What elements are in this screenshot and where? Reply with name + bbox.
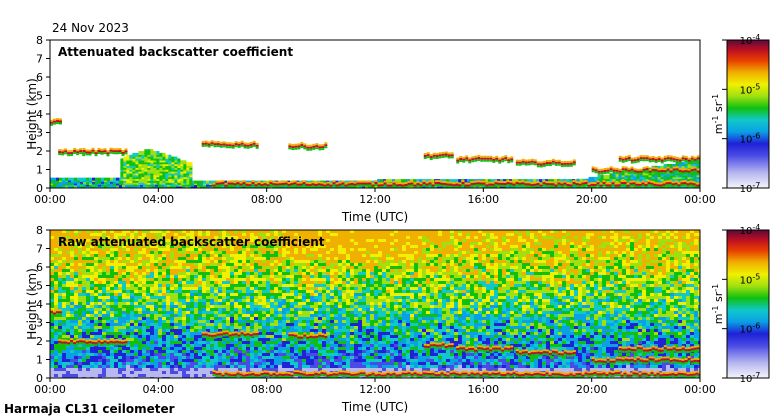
- cloud-layer: [82, 147, 128, 157]
- x-tick-label: 00:00: [34, 383, 66, 396]
- x-tick-label: 20:00: [576, 193, 608, 206]
- y-tick-label: 1: [36, 164, 43, 177]
- panel2-x-axis: 00:00 04:00 08:00 12:00 16:00 20:00 00:00: [34, 378, 716, 396]
- panel2-title: Raw attenuated backscatter coefficient: [58, 235, 325, 249]
- panel2-colorbar-label: m-1 sr-1: [711, 284, 725, 324]
- y-tick-label: 4: [36, 108, 43, 121]
- x-tick-label: 08:00: [251, 383, 283, 396]
- panel1-colorbar-label: m-1 sr-1: [711, 94, 725, 134]
- cloud-layer: [591, 166, 700, 175]
- cloud-layer: [212, 370, 700, 378]
- y-tick-label: 0: [36, 182, 43, 195]
- cloud-layer: [50, 118, 62, 126]
- cloud-layer: [515, 348, 576, 358]
- x-tick-label: 12:00: [359, 383, 391, 396]
- panel-attenuated: Attenuated backscatter coefficient 0 1 2 3 4…: [25, 33, 770, 224]
- y-tick-label: 7: [36, 53, 43, 66]
- date-label: 24 Nov 2023: [52, 21, 129, 35]
- y-tick-label: 1: [36, 354, 43, 367]
- colorbar-tick-label: 10-7: [740, 181, 761, 195]
- y-tick-label: 6: [36, 71, 43, 84]
- panel1-xlabel: Time (UTC): [341, 210, 408, 224]
- colorbar-tick-label: 10-7: [740, 371, 761, 385]
- cloud-layer: [201, 140, 259, 149]
- cloud-layer: [618, 155, 700, 164]
- y-tick-label: 8: [36, 224, 43, 237]
- cloud-layer: [288, 142, 328, 151]
- cloud-layer: [515, 158, 576, 168]
- y-tick-label: 4: [36, 298, 43, 311]
- panel1-x-axis: 00:00 04:00 08:00 12:00 16:00 20:00 00:00: [34, 188, 716, 206]
- cloud-layer: [456, 155, 514, 164]
- panel2-y-axis: 0 1 2 3 4 5 6 7 8: [36, 224, 50, 385]
- y-tick-label: 8: [36, 34, 43, 47]
- x-tick-label: 00:00: [684, 383, 716, 396]
- y-tick-label: 0: [36, 372, 43, 385]
- y-tick-label: 5: [36, 90, 43, 103]
- cloud-layer: [423, 151, 454, 161]
- y-tick-label: 2: [36, 335, 43, 348]
- x-tick-label: 00:00: [34, 193, 66, 206]
- panel2-colorbar-ticks: 10-710-610-510-4: [722, 223, 760, 385]
- y-tick-label: 2: [36, 145, 43, 158]
- panel1-heatmap: [50, 40, 700, 188]
- panel2-ylabel: Height (km): [25, 268, 39, 339]
- x-tick-label: 04:00: [142, 383, 174, 396]
- y-tick-label: 3: [36, 317, 43, 330]
- x-tick-label: 00:00: [684, 193, 716, 206]
- panel2-heatmap: [50, 230, 700, 378]
- cloud-layer: [456, 345, 514, 354]
- panel1-y-axis: 0 1 2 3 4 5 6 7 8: [36, 34, 50, 195]
- y-tick-label: 5: [36, 280, 43, 293]
- cloud-layer: [212, 180, 700, 188]
- cloud-layer: [618, 345, 700, 354]
- y-tick-label: 6: [36, 261, 43, 274]
- panel-raw: Raw attenuated backscatter coefficient 0…: [25, 223, 770, 414]
- cloud-layer: [201, 330, 259, 339]
- panel2-xlabel: Time (UTC): [341, 400, 408, 414]
- cloud-layer: [82, 338, 128, 347]
- x-tick-label: 04:00: [142, 193, 174, 206]
- cloud-layer: [591, 356, 700, 365]
- panel1-colorbar: [726, 39, 770, 189]
- x-tick-label: 16:00: [467, 383, 499, 396]
- cloud-layer: [50, 308, 62, 317]
- x-tick-label: 20:00: [576, 383, 608, 396]
- instrument-label: Harmaja CL31 ceilometer: [4, 402, 175, 416]
- x-tick-label: 16:00: [467, 193, 499, 206]
- cloud-layer: [423, 341, 454, 351]
- y-tick-label: 3: [36, 127, 43, 140]
- y-tick-label: 7: [36, 243, 43, 256]
- x-tick-label: 08:00: [251, 193, 283, 206]
- x-tick-label: 12:00: [359, 193, 391, 206]
- panel2-colorbar: [726, 229, 770, 379]
- panel1-title: Attenuated backscatter coefficient: [58, 45, 293, 59]
- panel1-ylabel: Height (km): [25, 78, 39, 149]
- cloud-layer: [288, 332, 328, 341]
